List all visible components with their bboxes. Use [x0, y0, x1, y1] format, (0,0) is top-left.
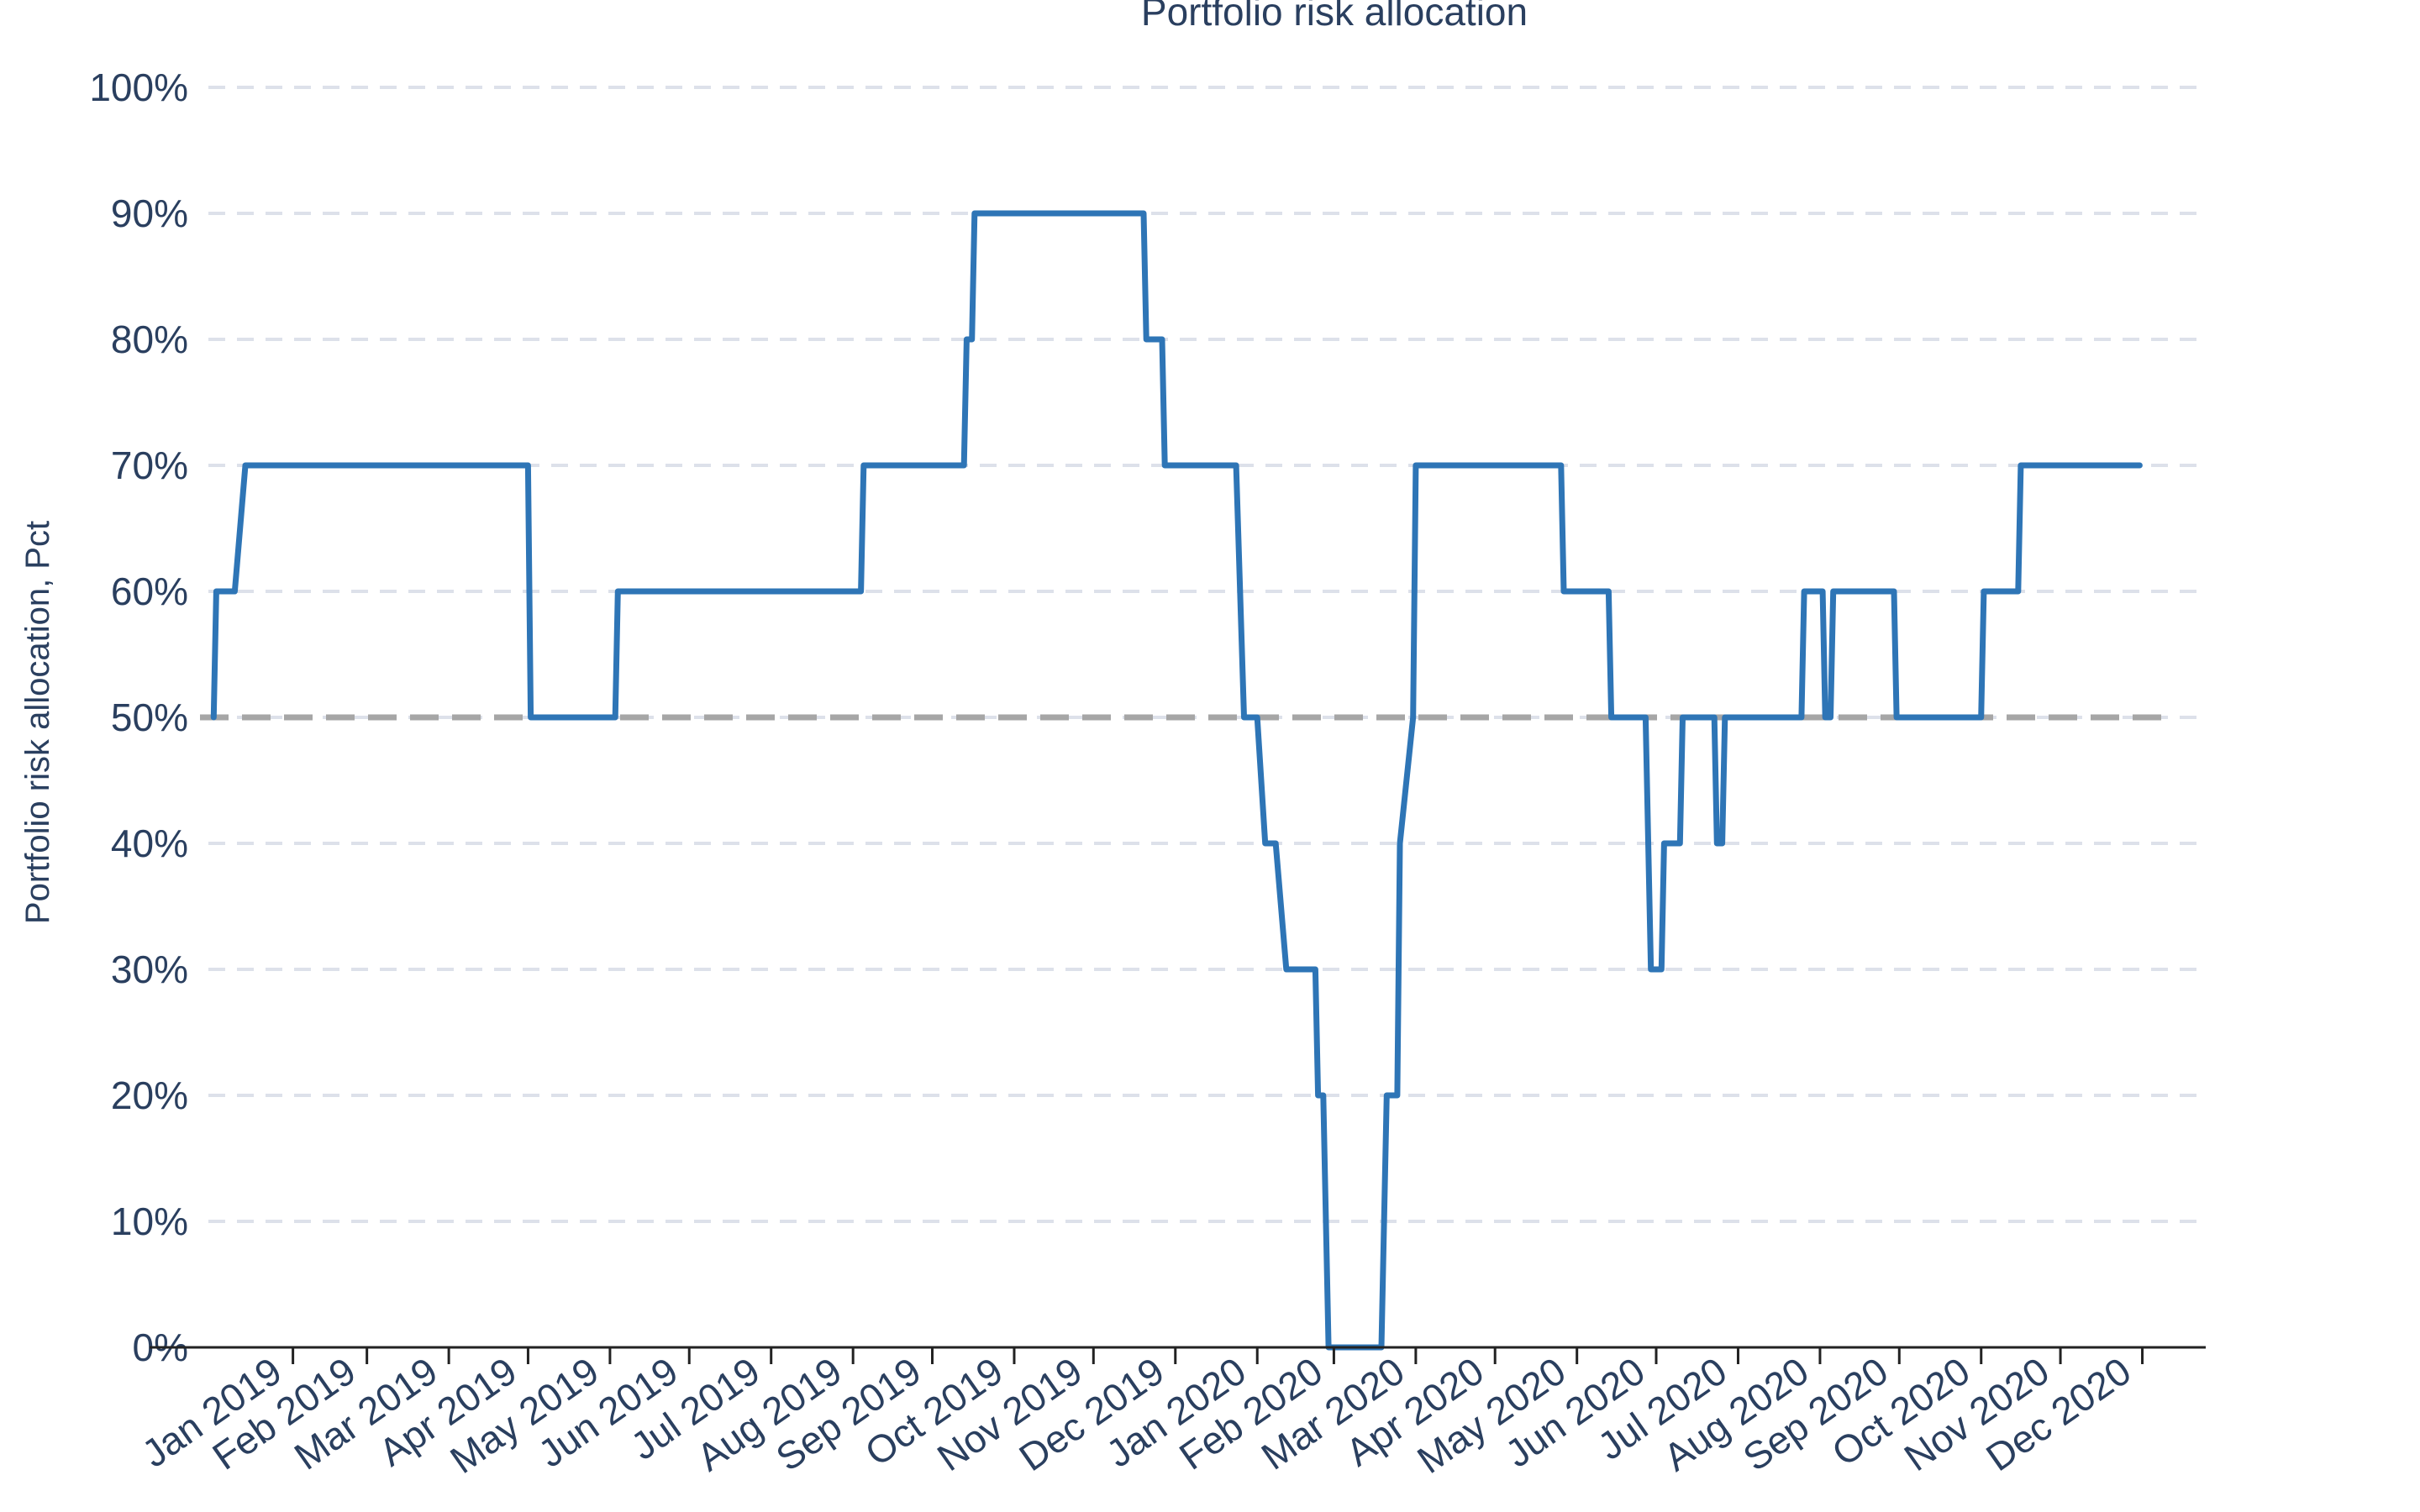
y-tick-label: 90%	[111, 192, 188, 235]
grid-lines	[208, 86, 2206, 1223]
y-axis-label: Portfolio risk allocation, Pct	[19, 521, 56, 924]
y-tick-label: 70%	[111, 444, 188, 487]
y-tick-labels: 0%10%20%30%40%50%60%70%80%90%100%	[89, 66, 188, 1369]
y-tick-label: 80%	[111, 318, 188, 361]
y-tick-label: 40%	[111, 822, 188, 865]
y-tick-label: 30%	[111, 948, 188, 991]
series-group	[210, 210, 2143, 1351]
y-tick-label: 50%	[111, 696, 188, 739]
series-line	[210, 210, 2143, 1351]
chart-title: Portfolio risk allocation	[1141, 0, 1528, 34]
y-tick-label: 10%	[111, 1200, 188, 1243]
y-tick-label: 100%	[89, 66, 188, 109]
y-tick-label: 20%	[111, 1074, 188, 1117]
y-tick-label: 60%	[111, 570, 188, 613]
